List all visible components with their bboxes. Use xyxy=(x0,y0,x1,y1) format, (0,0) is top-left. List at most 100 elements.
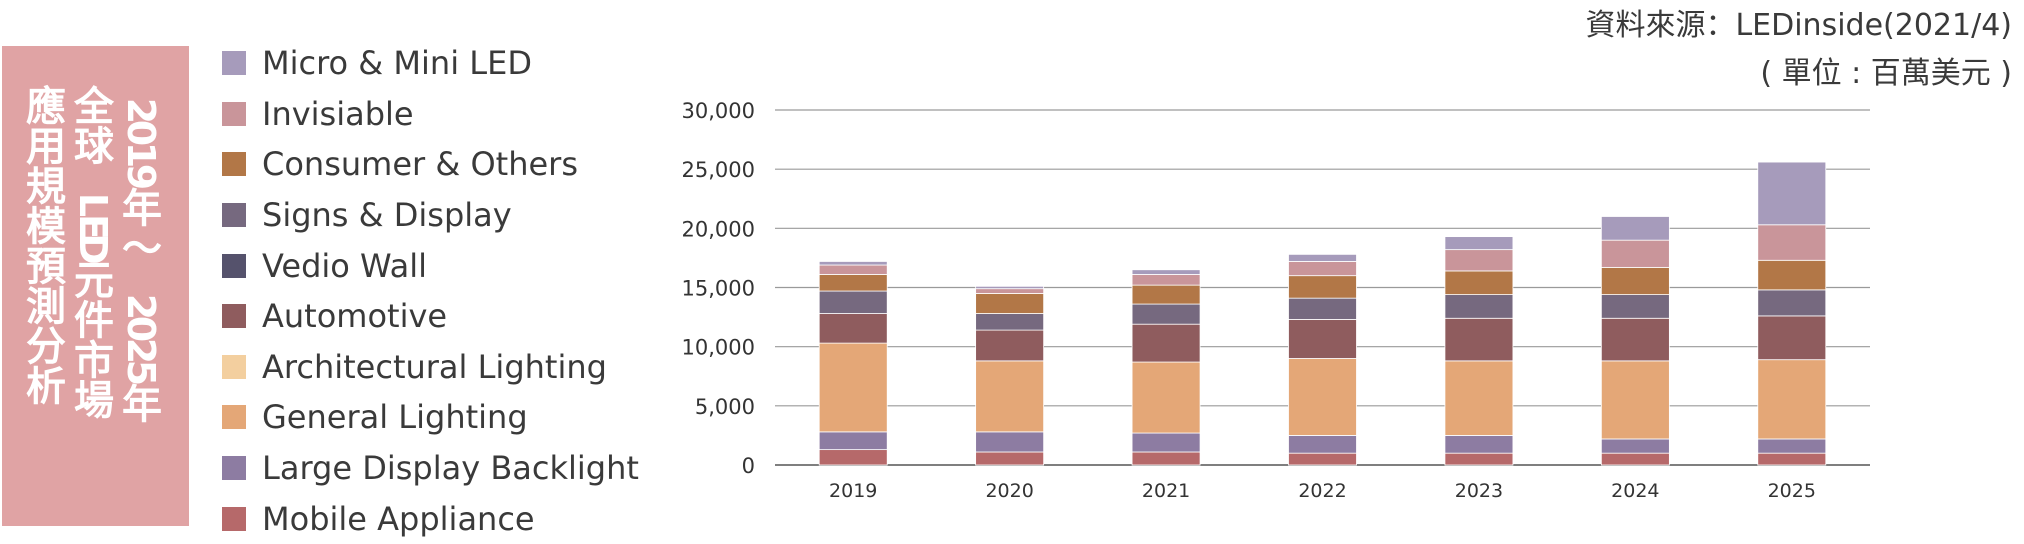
svg-text:2: 2 xyxy=(119,98,163,124)
svg-text:元: 元 xyxy=(74,258,114,304)
legend-item: Micro & Mini LED xyxy=(222,38,639,89)
bar-segment xyxy=(975,431,1045,453)
bar-segment xyxy=(1600,266,1670,295)
bar-segment xyxy=(1131,323,1201,363)
bar-segment xyxy=(1444,360,1514,436)
source-note: 資料來源：LEDinside(2021/4) ( 單位 : 百萬美元 ) xyxy=(1585,2,2012,98)
title-panel: 2 0 1 9 年～ 2 0 2 5 年全球 L E D 元件市場應用規模預測分析 xyxy=(2,46,189,526)
svg-text:件: 件 xyxy=(74,298,114,344)
bar-segment xyxy=(1444,236,1514,251)
bar-segment xyxy=(1131,284,1201,305)
legend: Micro & Mini LED Invisiable Consumer & Oth… xyxy=(222,38,639,544)
legend-swatch xyxy=(222,456,246,481)
unit-line: ( 單位 : 百萬美元 ) xyxy=(1760,56,2012,91)
svg-text:2: 2 xyxy=(119,294,163,320)
svg-text:模: 模 xyxy=(26,204,66,250)
bar-segment xyxy=(975,285,1045,290)
legend-item: Vedio Wall xyxy=(222,240,639,291)
bar-segment xyxy=(1757,359,1827,440)
x-tick-label: 2021 xyxy=(1142,480,1190,502)
legend-swatch xyxy=(222,51,246,76)
x-tick-label: 2019 xyxy=(829,480,877,502)
bar-segment xyxy=(1444,435,1514,454)
legend-label: Signs & Display xyxy=(262,196,512,235)
svg-text:5: 5 xyxy=(119,360,163,386)
legend-label: Invisiable xyxy=(262,94,414,133)
legend-swatch xyxy=(222,253,246,278)
bar-segment xyxy=(1288,358,1357,436)
y-tick-label: 5,000 xyxy=(695,395,755,419)
bar-segment xyxy=(818,290,888,314)
legend-label: Micro & Mini LED xyxy=(262,44,532,83)
bar-segment xyxy=(1757,259,1827,291)
svg-text:規: 規 xyxy=(26,164,66,210)
bar-segment xyxy=(1131,451,1201,466)
bar-segment xyxy=(1600,317,1670,362)
svg-text:市: 市 xyxy=(74,338,114,384)
bar-segment xyxy=(975,329,1045,362)
legend-item: Consumer & Others xyxy=(222,139,639,190)
svg-text:1: 1 xyxy=(119,142,163,168)
bar-segment xyxy=(1600,360,1670,440)
bar-segment xyxy=(1757,161,1827,226)
bar-segment xyxy=(1131,274,1201,286)
legend-item: Mobile Appliance xyxy=(222,493,639,544)
x-tick-label: 2022 xyxy=(1298,480,1346,502)
y-tick-label: 0 xyxy=(742,454,755,478)
svg-text:0: 0 xyxy=(119,316,163,342)
svg-text:E: E xyxy=(71,214,115,240)
legend-label: Mobile Appliance xyxy=(262,499,535,538)
bar-segment xyxy=(1131,269,1201,275)
legend-swatch xyxy=(222,354,246,379)
bar-segment xyxy=(1757,224,1827,261)
x-tick-label: 2025 xyxy=(1768,480,1816,502)
bar-segment xyxy=(1444,294,1514,319)
bar-segment xyxy=(1288,297,1357,320)
y-tick-label: 10,000 xyxy=(682,336,755,360)
bar-segment xyxy=(1757,289,1827,317)
legend-item: General Lighting xyxy=(222,392,639,443)
svg-text:全: 全 xyxy=(73,84,115,130)
legend-label: General Lighting xyxy=(262,398,528,437)
legend-swatch xyxy=(222,405,246,430)
bar-segment xyxy=(1757,452,1827,466)
svg-text:析: 析 xyxy=(26,364,66,410)
bar-segment xyxy=(1444,249,1514,272)
legend-item: Large Display Backlight xyxy=(222,443,639,494)
svg-text:年: 年 xyxy=(122,382,162,428)
svg-text:球: 球 xyxy=(74,124,115,170)
bar-segment xyxy=(1444,452,1514,466)
legend-swatch xyxy=(222,304,246,329)
y-tick-label: 15,000 xyxy=(682,277,755,301)
legend-swatch xyxy=(222,506,246,531)
x-tick-label: 2024 xyxy=(1611,480,1659,502)
bar-segment xyxy=(1131,361,1201,434)
x-tick-label: 2020 xyxy=(985,480,1033,502)
bar-segment xyxy=(975,451,1045,466)
bar-segment xyxy=(975,288,1045,294)
bar-segment xyxy=(1288,261,1357,277)
svg-text:9: 9 xyxy=(119,164,163,190)
svg-text:L: L xyxy=(71,193,115,217)
svg-text:分: 分 xyxy=(26,324,66,370)
svg-text:應: 應 xyxy=(26,84,66,130)
legend-swatch xyxy=(222,101,246,126)
svg-text:D: D xyxy=(71,233,115,265)
bar-segment xyxy=(1600,294,1670,319)
svg-text:～: ～ xyxy=(122,226,162,272)
bar-segment xyxy=(1444,270,1514,296)
source-line: 資料來源：LEDinside(2021/4) xyxy=(1585,8,2012,43)
legend-item: Signs & Display xyxy=(222,190,639,241)
legend-item: Architectural Lighting xyxy=(222,342,639,393)
bar-segment xyxy=(818,431,888,451)
legend-swatch xyxy=(222,152,246,177)
bar-segment xyxy=(818,342,888,433)
bar-segment xyxy=(1757,438,1827,454)
svg-text:0: 0 xyxy=(119,120,163,146)
svg-text:年: 年 xyxy=(122,186,162,232)
legend-swatch xyxy=(222,203,246,228)
bar-segment xyxy=(975,293,1045,314)
bar-segment xyxy=(1288,435,1357,454)
svg-text:預: 預 xyxy=(26,244,66,290)
bar-segment xyxy=(1131,303,1201,325)
